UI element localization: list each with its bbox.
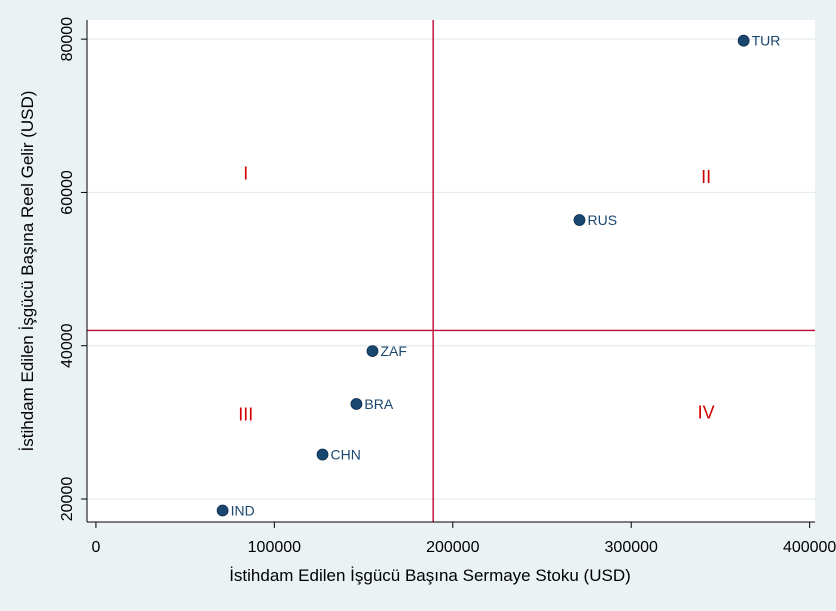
data-point — [366, 345, 379, 357]
data-point — [350, 398, 363, 410]
x-tick-label: 400000 — [783, 539, 836, 556]
axes — [86, 20, 815, 523]
data-point — [573, 214, 586, 226]
reference-lines — [87, 20, 815, 522]
data-point-label: BRA — [364, 396, 393, 412]
x-tick-label: 0 — [91, 539, 100, 556]
quadrant-label: III — [238, 405, 253, 425]
data-point-label: TUR — [752, 33, 781, 49]
x-tick-label: 100000 — [248, 539, 301, 556]
y-tick-label: 60000 — [59, 170, 76, 215]
data-point — [316, 448, 329, 461]
y-ticks: 20000 40000 60000 80000 — [59, 17, 87, 521]
grid-lines — [87, 38, 815, 500]
data-point — [216, 504, 229, 517]
data-point-label: CHN — [331, 447, 361, 463]
x-ticks: 0 100000 200000 300000 400000 — [91, 522, 836, 556]
x-tick-label: 300000 — [605, 539, 658, 556]
x-axis-label: İstihdam Edilen İşgücü Başına Sermaye St… — [229, 566, 631, 585]
data-point-label: IND — [231, 503, 255, 519]
quadrant-label: I — [243, 163, 248, 183]
quadrant-label: IV — [698, 402, 715, 422]
y-tick-label: 80000 — [59, 17, 76, 62]
data-point-label: RUS — [587, 212, 617, 228]
y-tick-label: 20000 — [59, 477, 76, 522]
data-point-label: ZAF — [380, 343, 406, 359]
data-points: TUR RUS ZAF BRA CHN IND — [216, 33, 781, 519]
data-point — [737, 34, 750, 47]
plot-area — [87, 20, 815, 522]
y-axis-label: İstihdam Edilen İşgücü Başına Reel Gelir… — [18, 91, 37, 452]
x-tick-label: 200000 — [426, 539, 479, 556]
quadrant-label: II — [701, 167, 711, 187]
y-tick-label: 40000 — [59, 323, 76, 368]
